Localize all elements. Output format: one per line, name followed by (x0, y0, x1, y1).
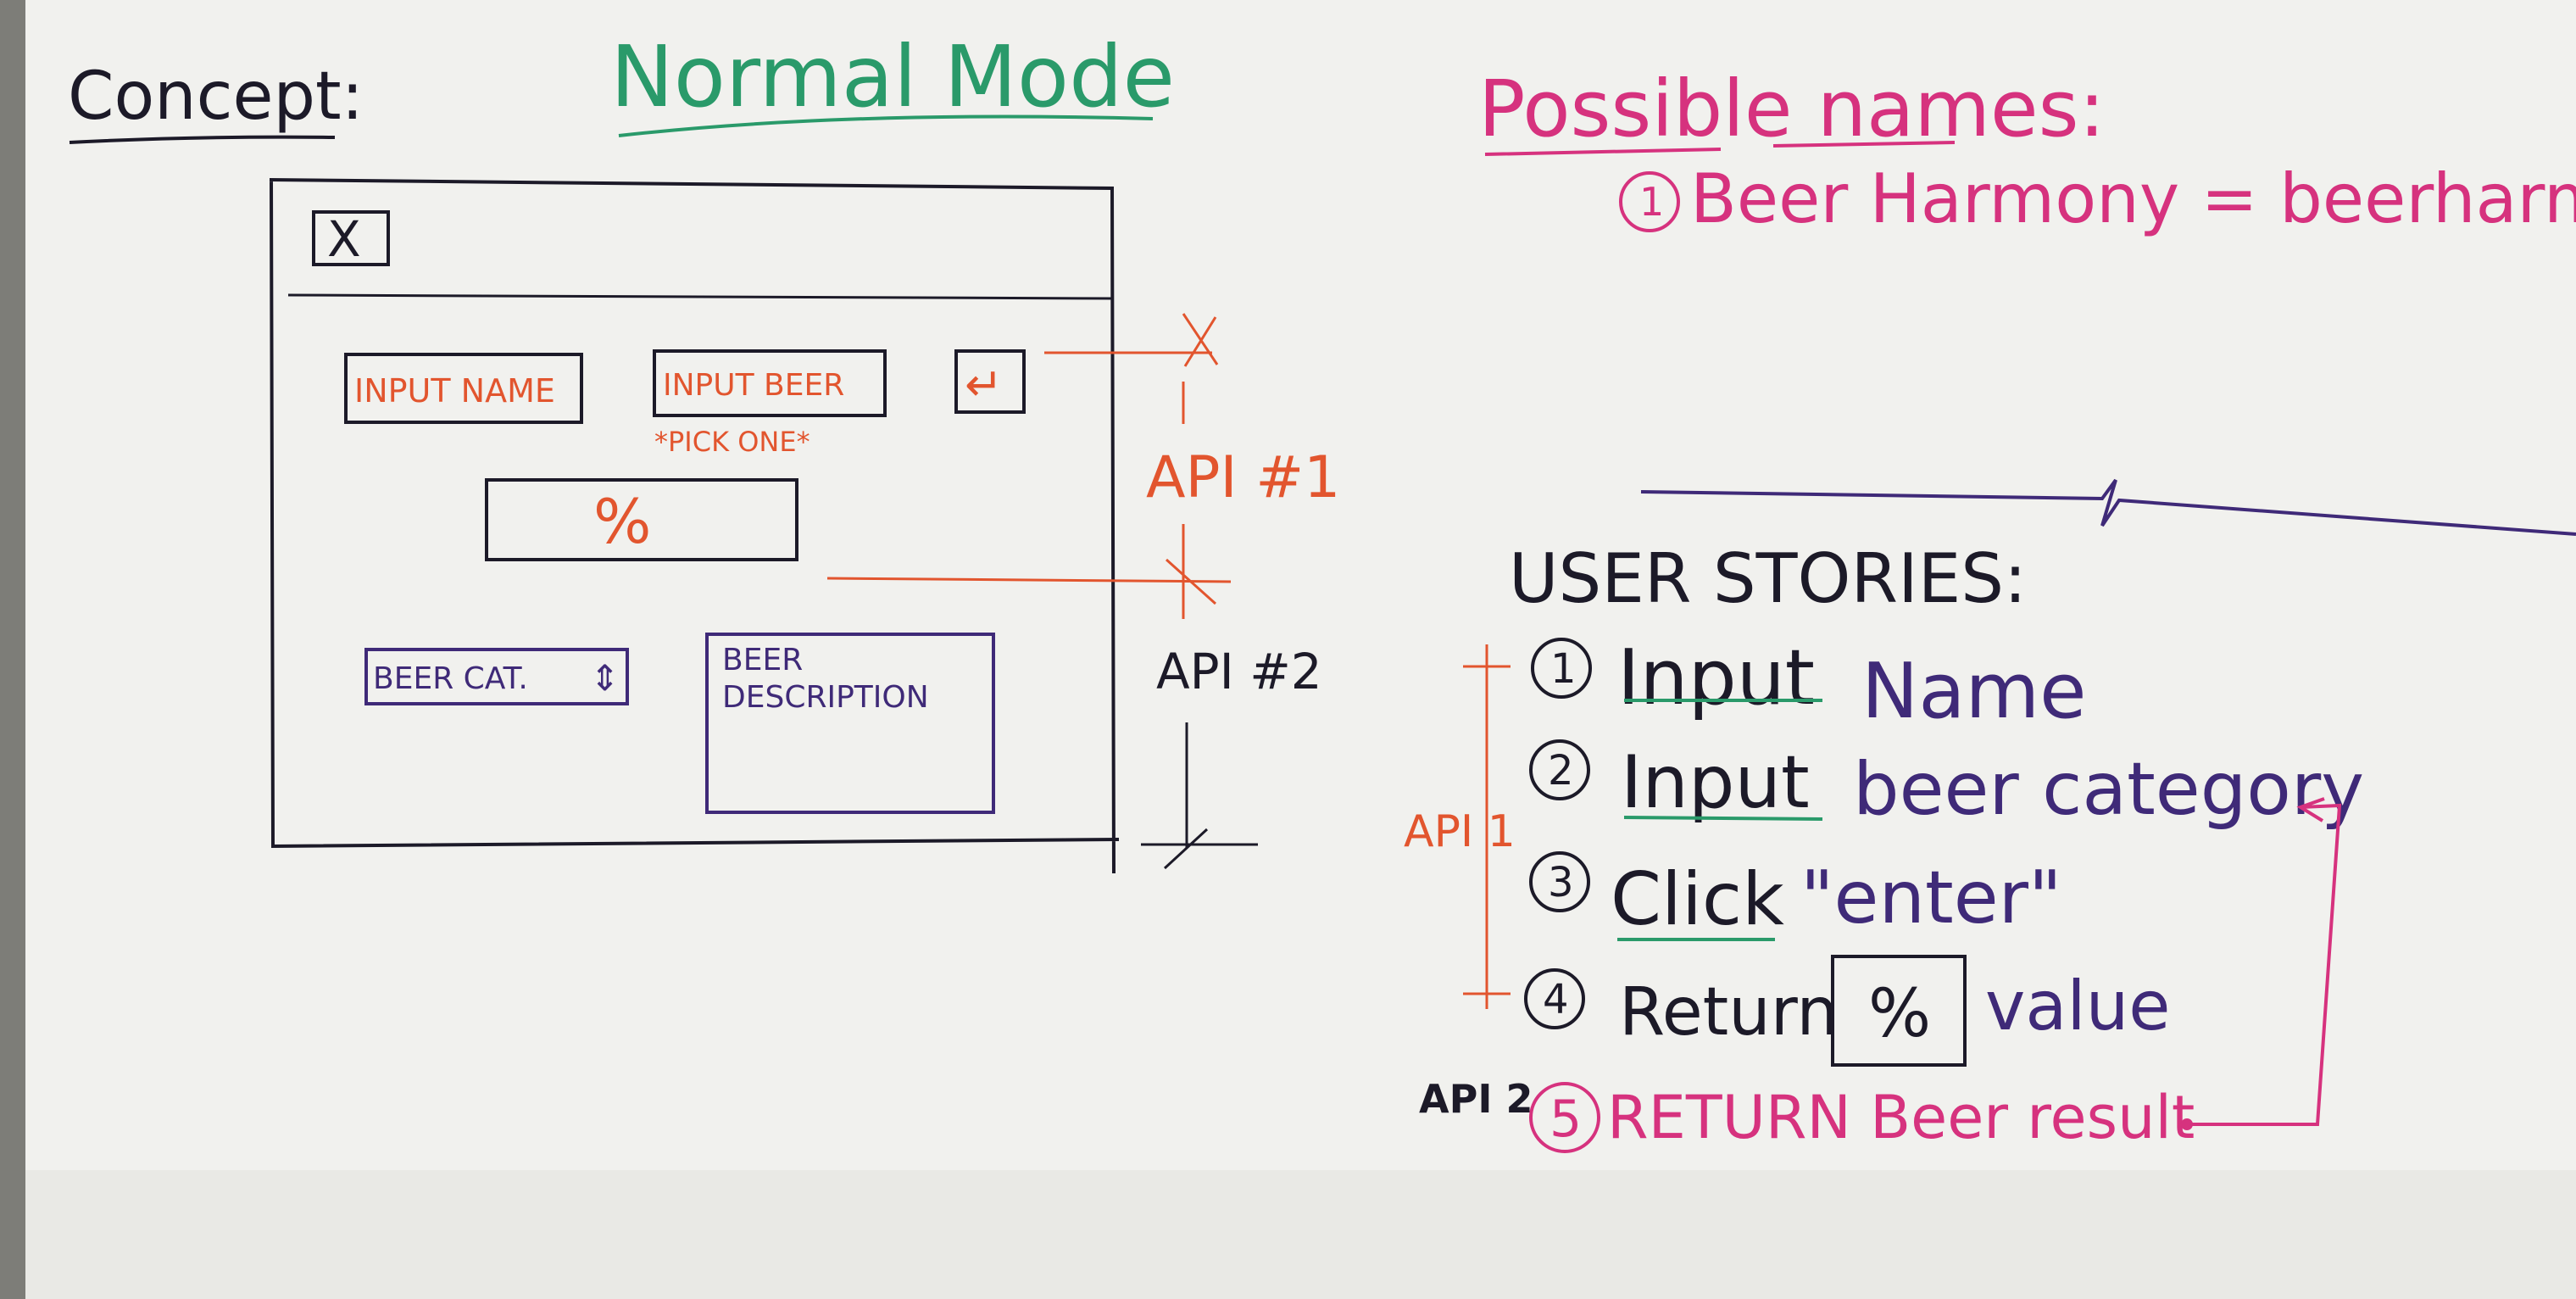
close-symbol: X (327, 210, 361, 268)
story-1-number: 1 (1550, 645, 1577, 693)
story-1-verb: Input (1617, 633, 1815, 722)
story-4-rest: value (1985, 967, 2171, 1045)
story-3-number: 3 (1548, 859, 1574, 906)
story-2-verb: Input (1621, 740, 1810, 825)
return-loop-connector (2187, 803, 2342, 1126)
possible-names-heading: Possible names: (1478, 64, 2106, 154)
enter-box (954, 349, 1026, 414)
possible-names-underline (1484, 141, 1956, 156)
mode-title-underline (618, 114, 1154, 137)
story-2-rest: beer category (1853, 747, 2364, 832)
api1-bottom-leader (826, 577, 1232, 583)
story-2-verb-underline (1623, 816, 1823, 821)
mockup-window-border (269, 178, 1120, 874)
story-3-rest: "enter" (1800, 856, 2062, 940)
concept-label: Concept: (68, 59, 364, 135)
beer-description-line2: DESCRIPTION (722, 680, 929, 715)
mode-title: Normal Mode (610, 27, 1175, 126)
story-4-boxed-symbol-box (1831, 955, 1967, 1067)
api2-bottom-tick (1141, 722, 1258, 870)
return-loop-start-dot (2181, 1118, 2193, 1130)
beer-description-box (705, 633, 995, 814)
name-item-number-circle (1619, 171, 1680, 232)
input-name-box (344, 353, 583, 424)
close-box-icon (312, 210, 390, 266)
name-item-number: 1 (1639, 179, 1664, 225)
story-2-number-circle (1529, 739, 1590, 800)
api1-top-tick (1182, 313, 1219, 424)
return-arrow-head-icon (2296, 797, 2325, 822)
api1-marker-label: API #1 (1146, 444, 1340, 511)
story-4-number: 4 (1543, 976, 1569, 1023)
name-item-text: Beer Harmony = beerharmony (1690, 159, 2576, 238)
percent-symbol: % (593, 486, 651, 557)
enter-arrow-icon: ↵ (965, 358, 1003, 411)
percent-box (485, 478, 798, 561)
input-beer-box (653, 349, 887, 417)
story-4-verb: Return (1619, 974, 1839, 1051)
input-beer-label: INPUT BEER (663, 368, 844, 403)
board-shade (25, 1170, 2576, 1299)
story-4-number-circle (1524, 968, 1585, 1029)
story-3-verb: Click (1611, 857, 1784, 942)
concept-underline (69, 135, 336, 144)
api1-bracket-label: API 1 (1404, 806, 1516, 857)
beer-description-line1: BEER (722, 643, 803, 677)
api2-marker-label: API #2 (1156, 643, 1322, 700)
api2-range-label: API 2 (1419, 1076, 1533, 1122)
pick-one-note: *PICK ONE* (654, 426, 810, 458)
story-5-text: RETURN Beer result (1607, 1083, 2195, 1152)
select-arrows-icon: ⇕ (590, 657, 620, 699)
api1-bottom-tick (1165, 524, 1217, 619)
mockup-titlebar-divider (287, 293, 1113, 300)
api-range-markers: API #1 API #2 (826, 313, 1340, 870)
beer-cat-label: BEER CAT. (373, 661, 528, 696)
story-4-boxed-symbol: % (1868, 976, 1931, 1052)
story-2-number: 2 (1548, 747, 1574, 794)
user-stories-heading: USER STORIES: (1509, 539, 2027, 618)
story-5-number: 5 (1549, 1090, 1582, 1149)
wireframe-mockup: X INPUT NAME INPUT BEER *PICK ONE* ↵ % B… (269, 178, 1120, 874)
story-3-number-circle (1529, 851, 1590, 912)
beer-cat-select (364, 648, 629, 705)
input-name-label: INPUT NAME (354, 372, 555, 410)
section-divider (1640, 478, 2576, 536)
story-1-rest: Name (1861, 647, 2087, 736)
api1-bracket (1463, 644, 1511, 1009)
story-5-number-circle (1529, 1082, 1600, 1153)
story-1-number-circle (1531, 638, 1592, 699)
